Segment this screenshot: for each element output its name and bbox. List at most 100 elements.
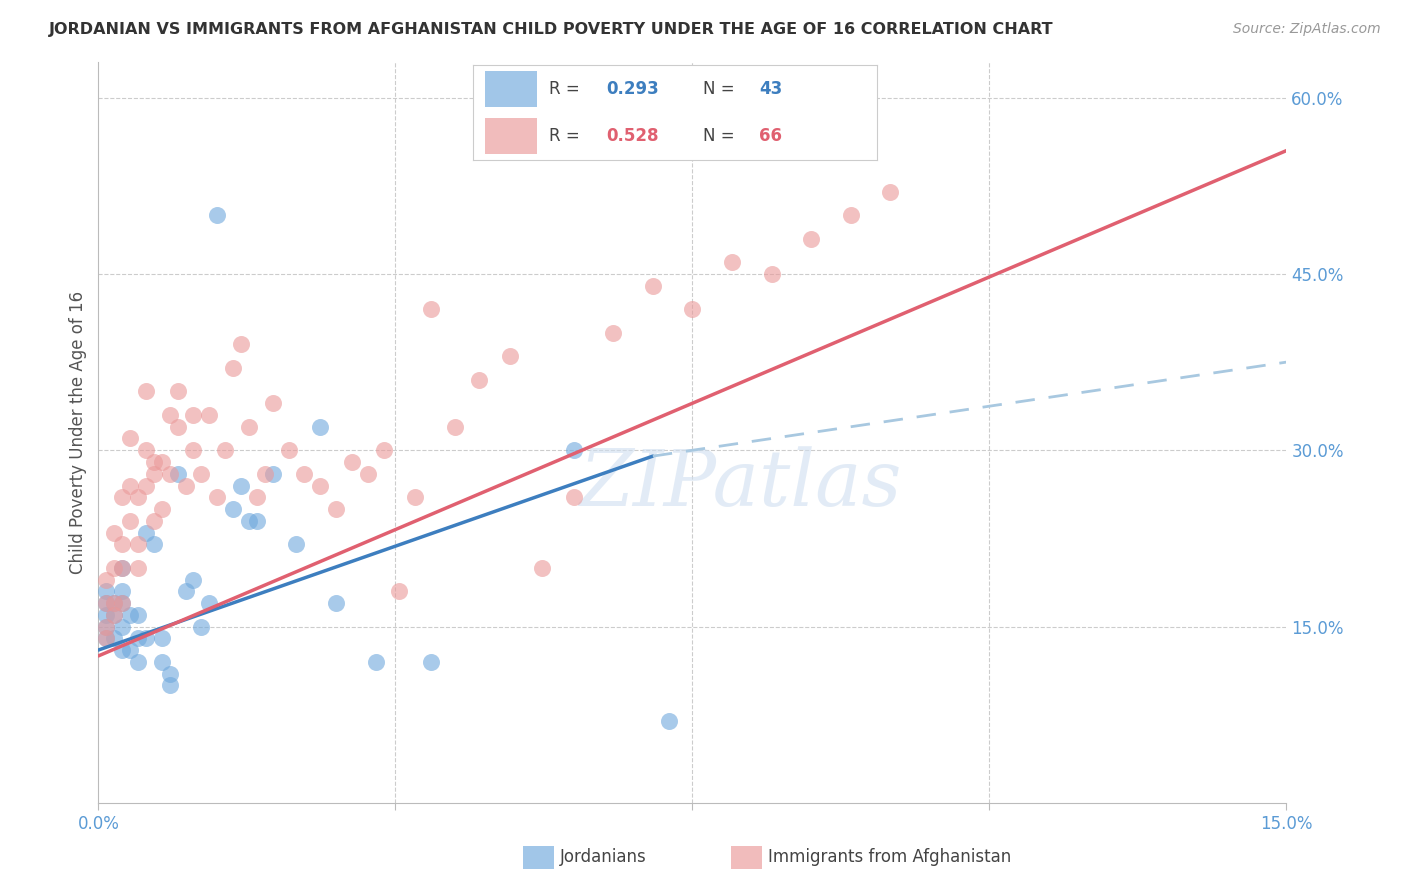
Point xyxy=(135,525,157,540)
Point xyxy=(135,384,157,399)
Point xyxy=(96,607,118,622)
Point xyxy=(562,490,585,504)
Point xyxy=(111,643,134,657)
Point xyxy=(420,302,443,317)
Point xyxy=(190,619,212,633)
Point xyxy=(111,537,134,551)
Point xyxy=(103,607,125,622)
Point xyxy=(373,443,395,458)
Point xyxy=(96,596,118,610)
Point xyxy=(340,455,363,469)
Point xyxy=(120,432,142,446)
Point xyxy=(127,490,149,504)
Point xyxy=(142,455,165,469)
Text: Immigrants from Afghanistan: Immigrants from Afghanistan xyxy=(768,848,1011,866)
Point xyxy=(96,596,118,610)
Point xyxy=(879,185,901,199)
Point xyxy=(142,537,165,551)
Point xyxy=(253,467,276,481)
Point xyxy=(96,573,118,587)
Point xyxy=(120,607,142,622)
Point xyxy=(120,643,142,657)
Point xyxy=(96,632,118,646)
Point xyxy=(325,502,347,516)
Point xyxy=(325,596,347,610)
Point xyxy=(262,467,284,481)
Point xyxy=(183,573,205,587)
Point xyxy=(96,619,118,633)
Point xyxy=(207,208,229,222)
Point xyxy=(229,478,252,492)
Point xyxy=(127,632,149,646)
Point xyxy=(111,584,134,599)
Point xyxy=(404,490,426,504)
Point xyxy=(292,467,315,481)
Point xyxy=(238,419,260,434)
Point xyxy=(96,584,118,599)
Point xyxy=(214,443,236,458)
Point xyxy=(166,419,188,434)
Point xyxy=(135,443,157,458)
Point xyxy=(135,478,157,492)
Point xyxy=(150,502,173,516)
Point xyxy=(309,478,332,492)
Point xyxy=(103,632,125,646)
Point xyxy=(159,408,181,422)
Point xyxy=(127,607,149,622)
Point xyxy=(800,232,823,246)
Point xyxy=(467,373,489,387)
Point xyxy=(127,561,149,575)
Point xyxy=(499,349,522,363)
Text: Source: ZipAtlas.com: Source: ZipAtlas.com xyxy=(1233,22,1381,37)
Point xyxy=(96,632,118,646)
Point xyxy=(420,655,443,669)
Point xyxy=(641,278,664,293)
Point xyxy=(120,514,142,528)
Point xyxy=(388,584,411,599)
Point xyxy=(761,267,783,281)
Point xyxy=(229,337,252,351)
Point xyxy=(120,478,142,492)
Point xyxy=(721,255,744,269)
Point xyxy=(127,537,149,551)
Point xyxy=(246,490,269,504)
Point xyxy=(103,596,125,610)
Point xyxy=(839,208,862,222)
Point xyxy=(159,666,181,681)
Point xyxy=(562,443,585,458)
Point xyxy=(190,467,212,481)
Point xyxy=(103,596,125,610)
Point xyxy=(222,361,245,376)
Point xyxy=(142,467,165,481)
Point xyxy=(444,419,467,434)
Point xyxy=(183,443,205,458)
Point xyxy=(198,596,221,610)
Point xyxy=(357,467,380,481)
Point xyxy=(285,537,308,551)
Point xyxy=(111,596,134,610)
Point xyxy=(96,619,118,633)
Point xyxy=(111,561,134,575)
Point xyxy=(111,619,134,633)
Point xyxy=(111,490,134,504)
Point xyxy=(166,467,188,481)
Point xyxy=(262,396,284,410)
Point xyxy=(277,443,299,458)
Point xyxy=(207,490,229,504)
Point xyxy=(174,584,197,599)
Text: JORDANIAN VS IMMIGRANTS FROM AFGHANISTAN CHILD POVERTY UNDER THE AGE OF 16 CORRE: JORDANIAN VS IMMIGRANTS FROM AFGHANISTAN… xyxy=(49,22,1054,37)
Point xyxy=(135,632,157,646)
Point xyxy=(103,607,125,622)
Point xyxy=(530,561,553,575)
Point xyxy=(103,525,125,540)
Point xyxy=(222,502,245,516)
Point xyxy=(183,408,205,422)
Point xyxy=(150,632,173,646)
Point xyxy=(309,419,332,434)
Point xyxy=(150,455,173,469)
Point xyxy=(166,384,188,399)
Text: Jordanians: Jordanians xyxy=(560,848,647,866)
Point xyxy=(658,714,681,728)
Point xyxy=(246,514,269,528)
Point xyxy=(364,655,387,669)
